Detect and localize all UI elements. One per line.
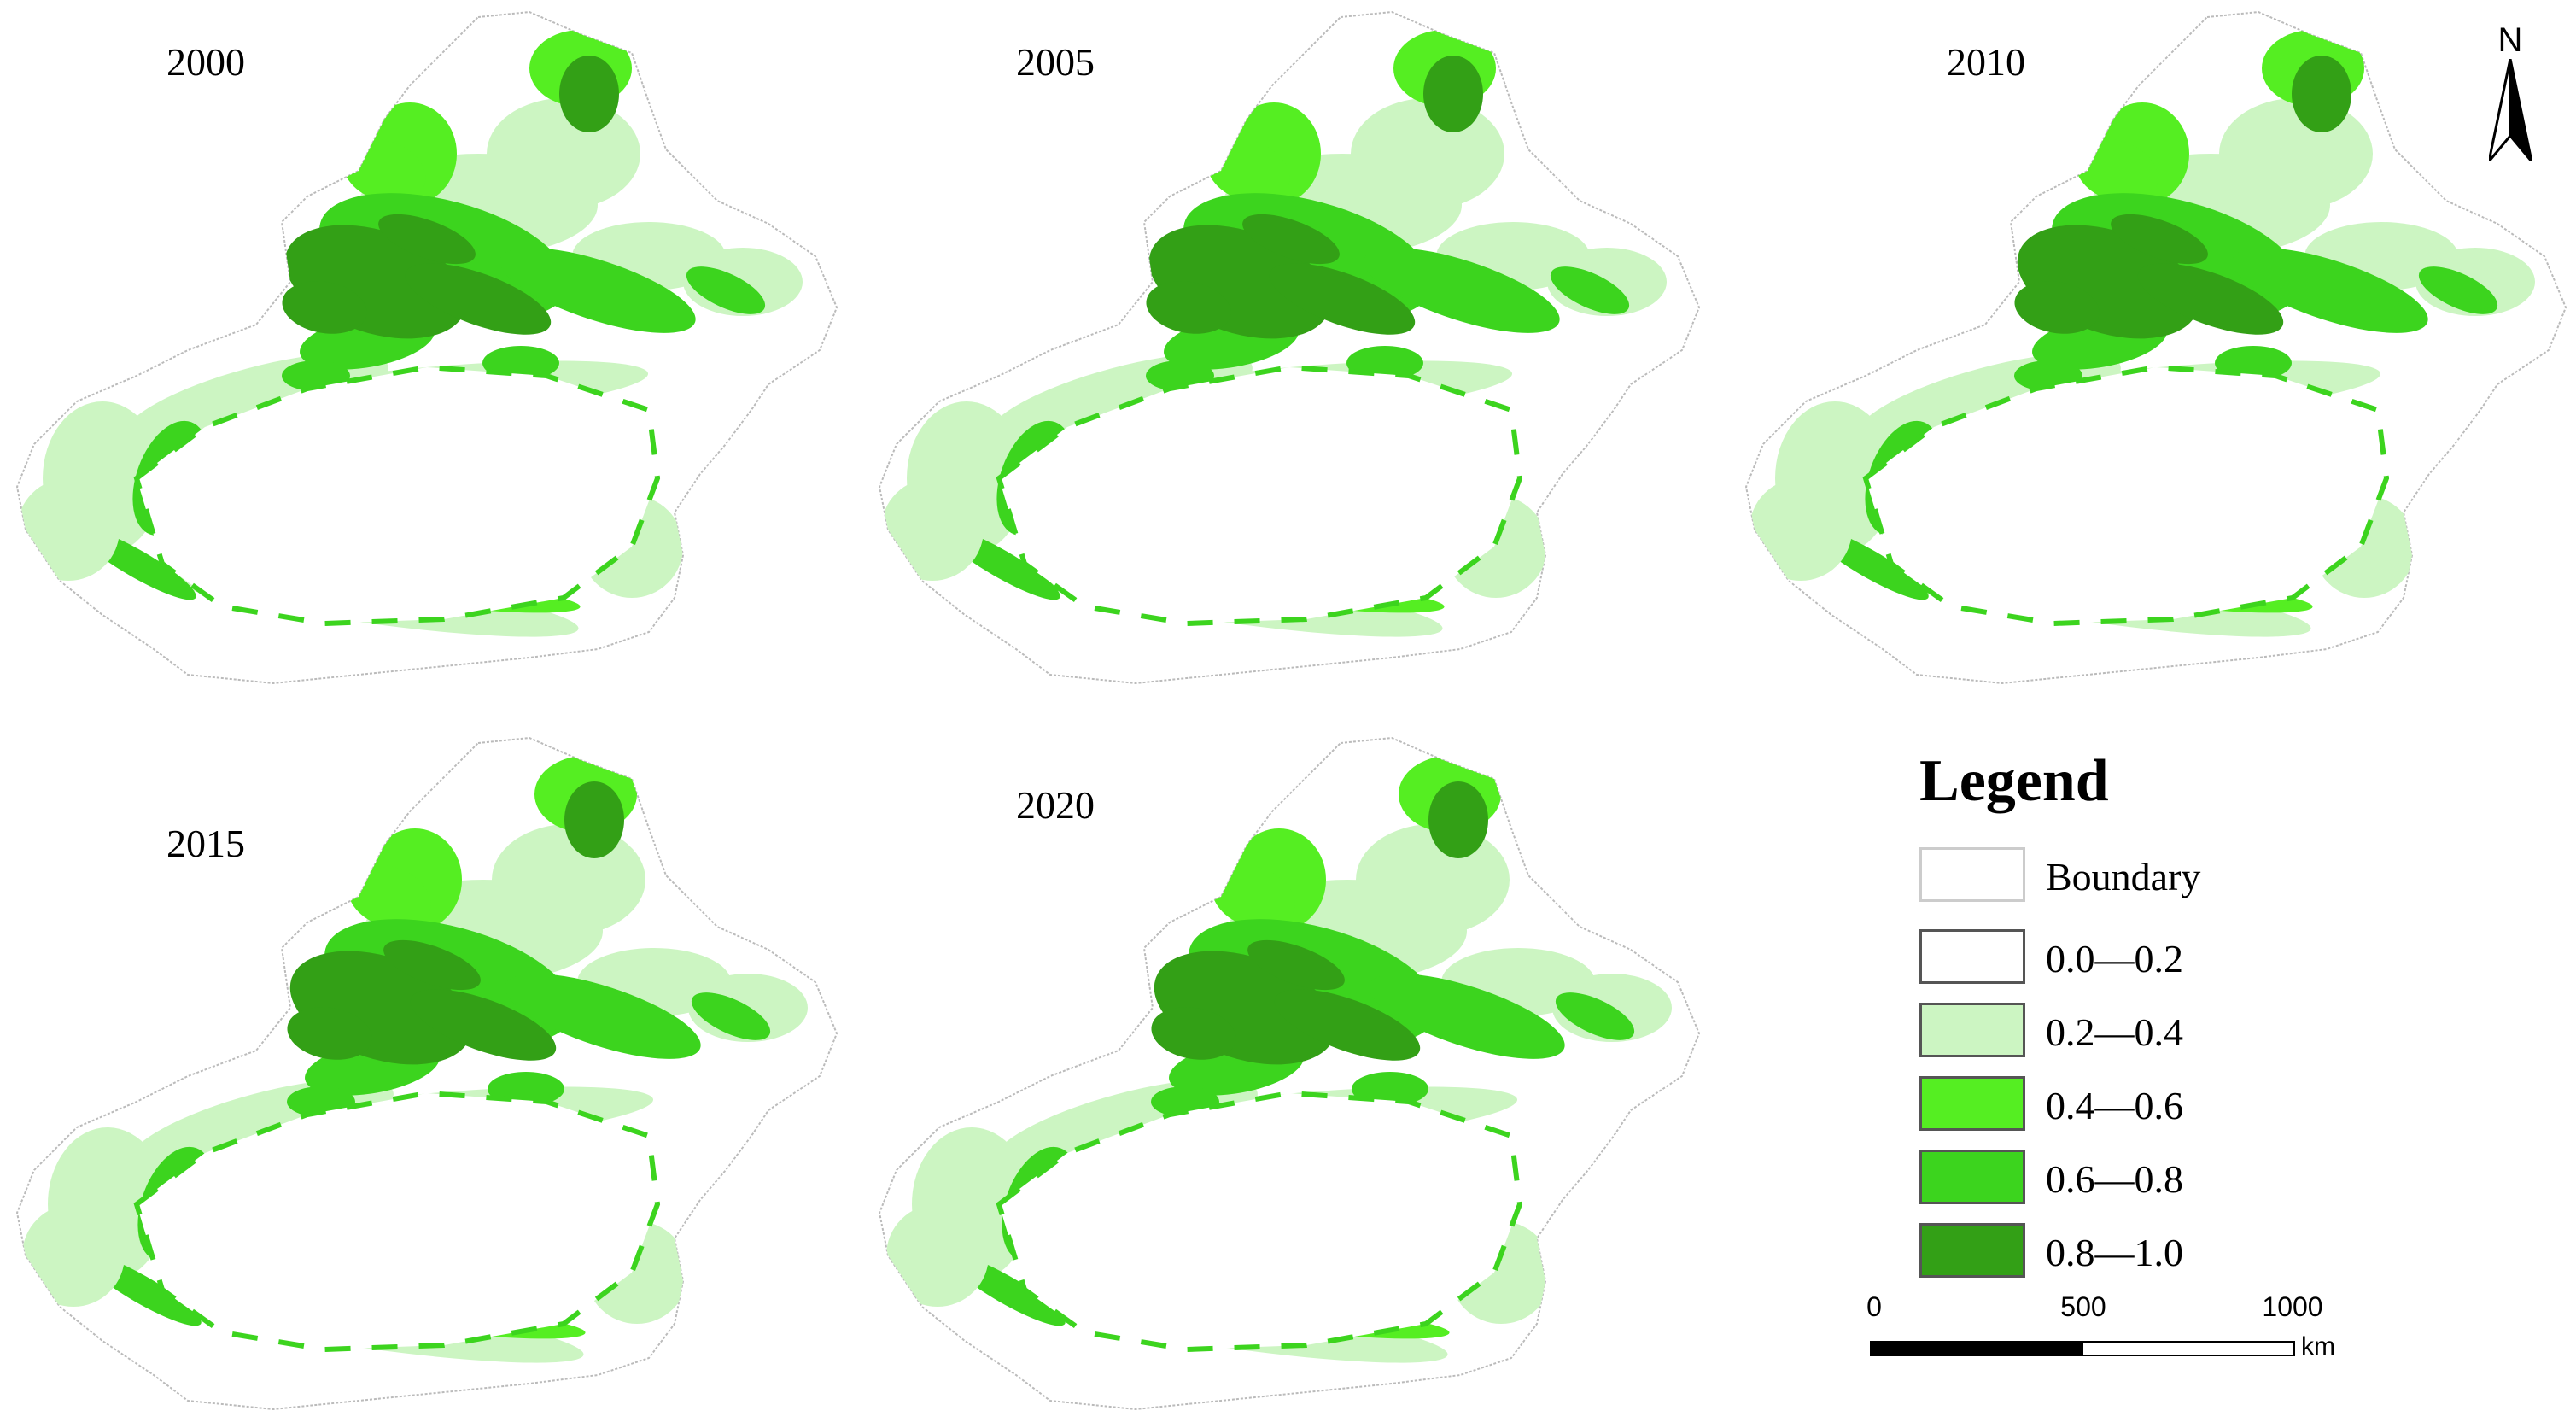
vegetation-patch — [1428, 781, 1488, 858]
scale-tick-0: 0 — [1866, 1291, 1882, 1322]
vegetation-patch — [22, 1204, 125, 1307]
map-year-label: 2000 — [166, 40, 245, 84]
vegetation-patch — [1423, 56, 1483, 132]
map-2005 — [878, 10, 1701, 685]
vegetation-patch — [378, 214, 476, 265]
vegetation-patch — [410, 989, 557, 1061]
vegetation-patch — [1550, 266, 1630, 314]
vegetation-patch — [2111, 214, 2208, 265]
basin-oasis-ring — [996, 1090, 1523, 1353]
vegetation-patch — [282, 281, 367, 334]
legend-title: Legend — [1919, 748, 2109, 814]
legend-label: 0.6—0.8 — [2046, 1157, 2183, 1201]
vegetation-patch — [405, 263, 552, 335]
map-panel-2020: 2020 — [862, 726, 1716, 1426]
legend-swatch — [1919, 1150, 2025, 1204]
vegetation-patch — [881, 478, 984, 581]
vegetation-layer — [22, 756, 808, 1363]
map-panel-2015: 2015 — [0, 726, 854, 1426]
map-panel-2005: 2005 — [862, 0, 1716, 700]
vegetation-layer — [17, 30, 803, 637]
basin-area — [999, 367, 1520, 623]
vegetation-patch — [1269, 263, 1416, 335]
vegetation-patch — [559, 56, 619, 132]
scale-unit: km — [2301, 1332, 2335, 1361]
north-arrow: N — [2472, 21, 2549, 167]
north-arrow-icon — [2489, 59, 2532, 161]
scale-bar-black-segment — [1870, 1341, 2083, 1356]
vegetation-patch — [2292, 56, 2351, 132]
vegetation-patch — [1212, 864, 1295, 929]
vegetation-patch — [1146, 281, 1231, 334]
legend-swatch — [1919, 1003, 2025, 1057]
vegetation-layer — [1749, 30, 2535, 637]
vegetation-layer — [886, 756, 1672, 1363]
vegetation-patch — [2014, 281, 2100, 334]
legend-label: Boundary — [2046, 855, 2201, 898]
map-year-label: 2010 — [1947, 40, 2025, 84]
vegetation-patch — [287, 1007, 372, 1060]
basin-area — [999, 1093, 1520, 1349]
vegetation-patch — [383, 939, 481, 991]
legend: Legend Boundary 0.0—0.2 0.2—0.4 0.4—0.6 … — [1913, 752, 2510, 1298]
basin-oasis-ring — [1862, 364, 2390, 627]
vegetation-patch — [886, 1204, 989, 1307]
map-year-label: 2015 — [166, 822, 245, 865]
vegetation-patch — [2075, 138, 2158, 203]
vegetation-patch — [1242, 214, 1340, 265]
legend-swatch — [1919, 847, 2025, 902]
vegetation-patch — [691, 992, 771, 1040]
map-year-label: 2020 — [1016, 783, 1095, 827]
map-2010 — [1744, 10, 2567, 685]
basin-area — [137, 1093, 657, 1349]
legend-label: 0.2—0.4 — [2046, 1010, 2183, 1054]
legend-label: 0.4—0.6 — [2046, 1084, 2183, 1127]
vegetation-patch — [348, 864, 431, 929]
map-panel-2000: 2000 — [0, 0, 854, 700]
vegetation-patch — [1274, 989, 1421, 1061]
vegetation-patch — [1247, 939, 1345, 991]
legend-swatch — [1919, 1076, 2025, 1131]
vegetation-patch — [499, 248, 696, 333]
vegetation-patch — [505, 974, 701, 1059]
vegetation-patch — [282, 360, 350, 391]
map-2020 — [878, 736, 1701, 1411]
vegetation-patch — [564, 781, 624, 858]
map-panel-2010: 2010 — [1729, 0, 2576, 700]
map-2000 — [15, 10, 838, 685]
vegetation-patch — [686, 266, 766, 314]
legend-swatch — [1919, 1223, 2025, 1278]
basin-oasis-ring — [133, 1090, 661, 1353]
map-year-label: 2005 — [1016, 40, 1095, 84]
vegetation-patch — [1555, 992, 1635, 1040]
basin-area — [137, 367, 657, 623]
scale-bar: 0 500 1000 km — [1866, 1291, 2399, 1361]
scale-tick-500: 500 — [2060, 1291, 2106, 1322]
vegetation-patch — [2137, 263, 2284, 335]
scale-bar-white-segment — [2082, 1341, 2295, 1356]
legend-swatch — [1919, 929, 2025, 984]
basin-oasis-ring — [996, 364, 1523, 627]
map-2015 — [15, 736, 838, 1411]
vegetation-patch — [1749, 478, 1852, 581]
vegetation-patch — [1146, 360, 1214, 391]
vegetation-patch — [2232, 248, 2428, 333]
vegetation-layer — [881, 30, 1667, 637]
scale-tick-1000: 1000 — [2262, 1291, 2323, 1322]
north-arrow-label: N — [2497, 21, 2523, 59]
basin-oasis-ring — [133, 364, 661, 627]
vegetation-patch — [1369, 974, 1565, 1059]
vegetation-patch — [1364, 248, 1560, 333]
legend-label: 0.0—0.2 — [2046, 937, 2183, 980]
vegetation-patch — [2418, 266, 2498, 314]
vegetation-patch — [1151, 1007, 1236, 1060]
vegetation-patch — [17, 478, 120, 581]
basin-area — [1866, 367, 2386, 623]
legend-label: 0.8—1.0 — [2046, 1231, 2183, 1274]
